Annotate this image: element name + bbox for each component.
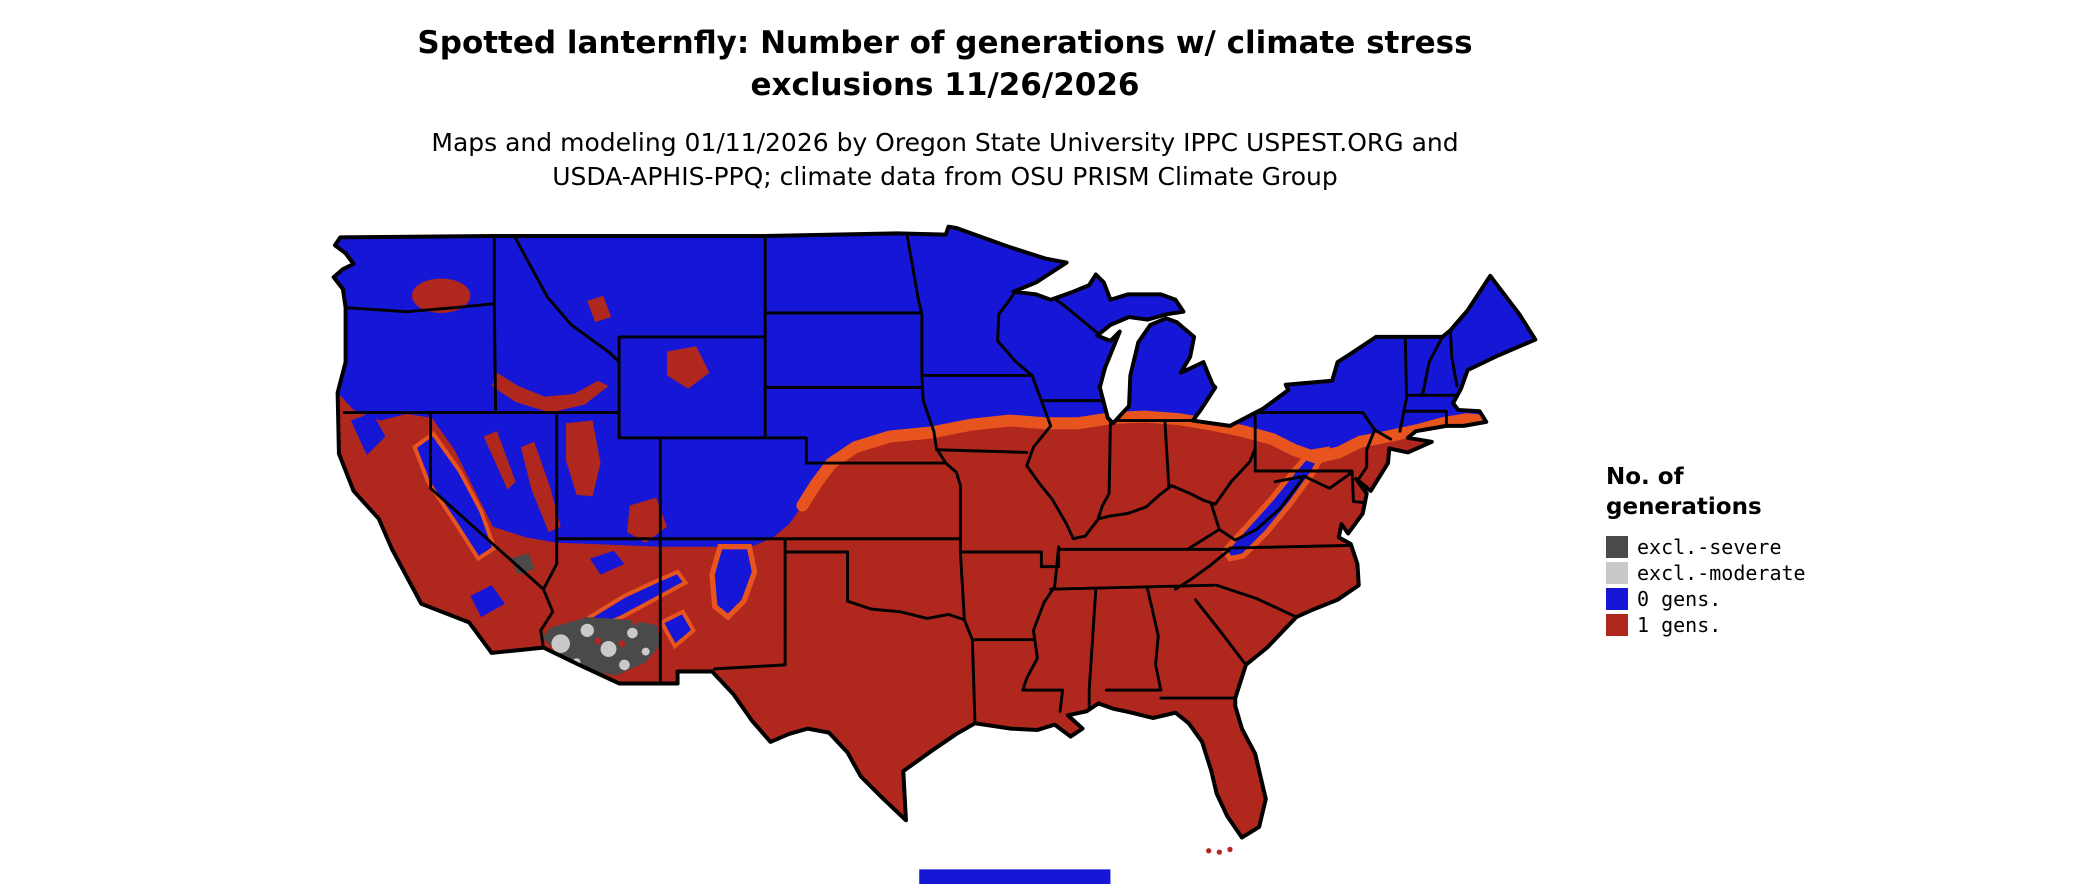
keys-dot	[1206, 848, 1212, 854]
zone-0-sw-new-mexico	[658, 609, 697, 650]
legend-swatch-excl-moderate	[1606, 562, 1628, 584]
utah-canyonlands	[627, 497, 667, 543]
red-speckle	[594, 637, 602, 645]
moderate-speckle	[641, 647, 650, 656]
zone-0-north-california-coast	[350, 412, 386, 456]
state-borders	[342, 234, 1459, 725]
map-title: Spotted lanternfly: Number of generation…	[0, 22, 1890, 106]
zone-1-gen-basins	[411, 278, 710, 543]
legend-item: excl.-moderate	[1606, 560, 1906, 586]
map-title-line1: Spotted lanternfly: Number of generation…	[417, 25, 1473, 61]
legend-swatch-0-gens	[1606, 588, 1628, 610]
mojave-severe-exclusion	[510, 553, 535, 575]
columbia-basin	[411, 278, 471, 313]
us-outline	[331, 224, 1538, 840]
moderate-speckle	[600, 640, 617, 657]
legend-label: 1 gens.	[1637, 613, 1722, 637]
moderate-speckle	[580, 623, 594, 637]
keys-dot	[1216, 849, 1222, 855]
map-subtitle-line1: Maps and modeling 01/11/2026 by Oregon S…	[431, 128, 1459, 157]
legend-item: 1 gens.	[1606, 612, 1906, 638]
moderate-speckle	[551, 634, 570, 653]
legend-title-line1: No. of	[1606, 464, 1684, 490]
red-speckle	[618, 640, 626, 647]
legend-item: excl.-severe	[1606, 534, 1906, 560]
legend-label: 0 gens.	[1637, 587, 1722, 611]
us-map	[327, 224, 1542, 888]
map-subtitle: Maps and modeling 01/11/2026 by Oregon S…	[0, 126, 1890, 194]
legend-items: excl.-severe excl.-moderate 0 gens. 1 ge…	[1606, 534, 1906, 638]
moderate-speckle	[627, 627, 638, 639]
nevada-valley-2	[520, 441, 561, 533]
zone-excl-moderate	[551, 623, 650, 671]
legend-swatch-excl-severe	[1606, 536, 1628, 558]
zone-0-socal-mountains	[470, 585, 505, 618]
bighorn-basin	[666, 346, 710, 389]
snake-river-plain	[491, 372, 609, 413]
legend: No. of generations excl.-severe excl.-mo…	[1606, 462, 1906, 638]
florida-keys-dots	[1206, 846, 1233, 855]
legend-item: 0 gens.	[1606, 586, 1906, 612]
zone-0-new-mexico-mountains	[709, 544, 758, 621]
legend-swatch-1-gens	[1606, 614, 1628, 636]
exclusion-red-speckles	[594, 619, 638, 647]
map-subtitle-line2: USDA-APHIS-PPQ; climate data from OSU PR…	[552, 162, 1338, 191]
nevada-valley-1	[483, 431, 516, 490]
legend-label: excl.-moderate	[1637, 561, 1806, 585]
montana-valley	[587, 295, 612, 323]
map-title-line2: exclusions 11/26/2026	[750, 67, 1140, 103]
blue-strip	[919, 869, 1111, 884]
zone-0-kaibab-plateau	[589, 550, 625, 575]
us-map-svg	[331, 224, 1538, 884]
legend-label: excl.-severe	[1637, 535, 1782, 559]
utah-west-desert	[566, 420, 601, 497]
legend-title-line2: generations	[1606, 494, 1762, 520]
red-speckle	[632, 619, 638, 626]
keys-dot	[1227, 846, 1233, 853]
moderate-speckle	[619, 659, 630, 671]
